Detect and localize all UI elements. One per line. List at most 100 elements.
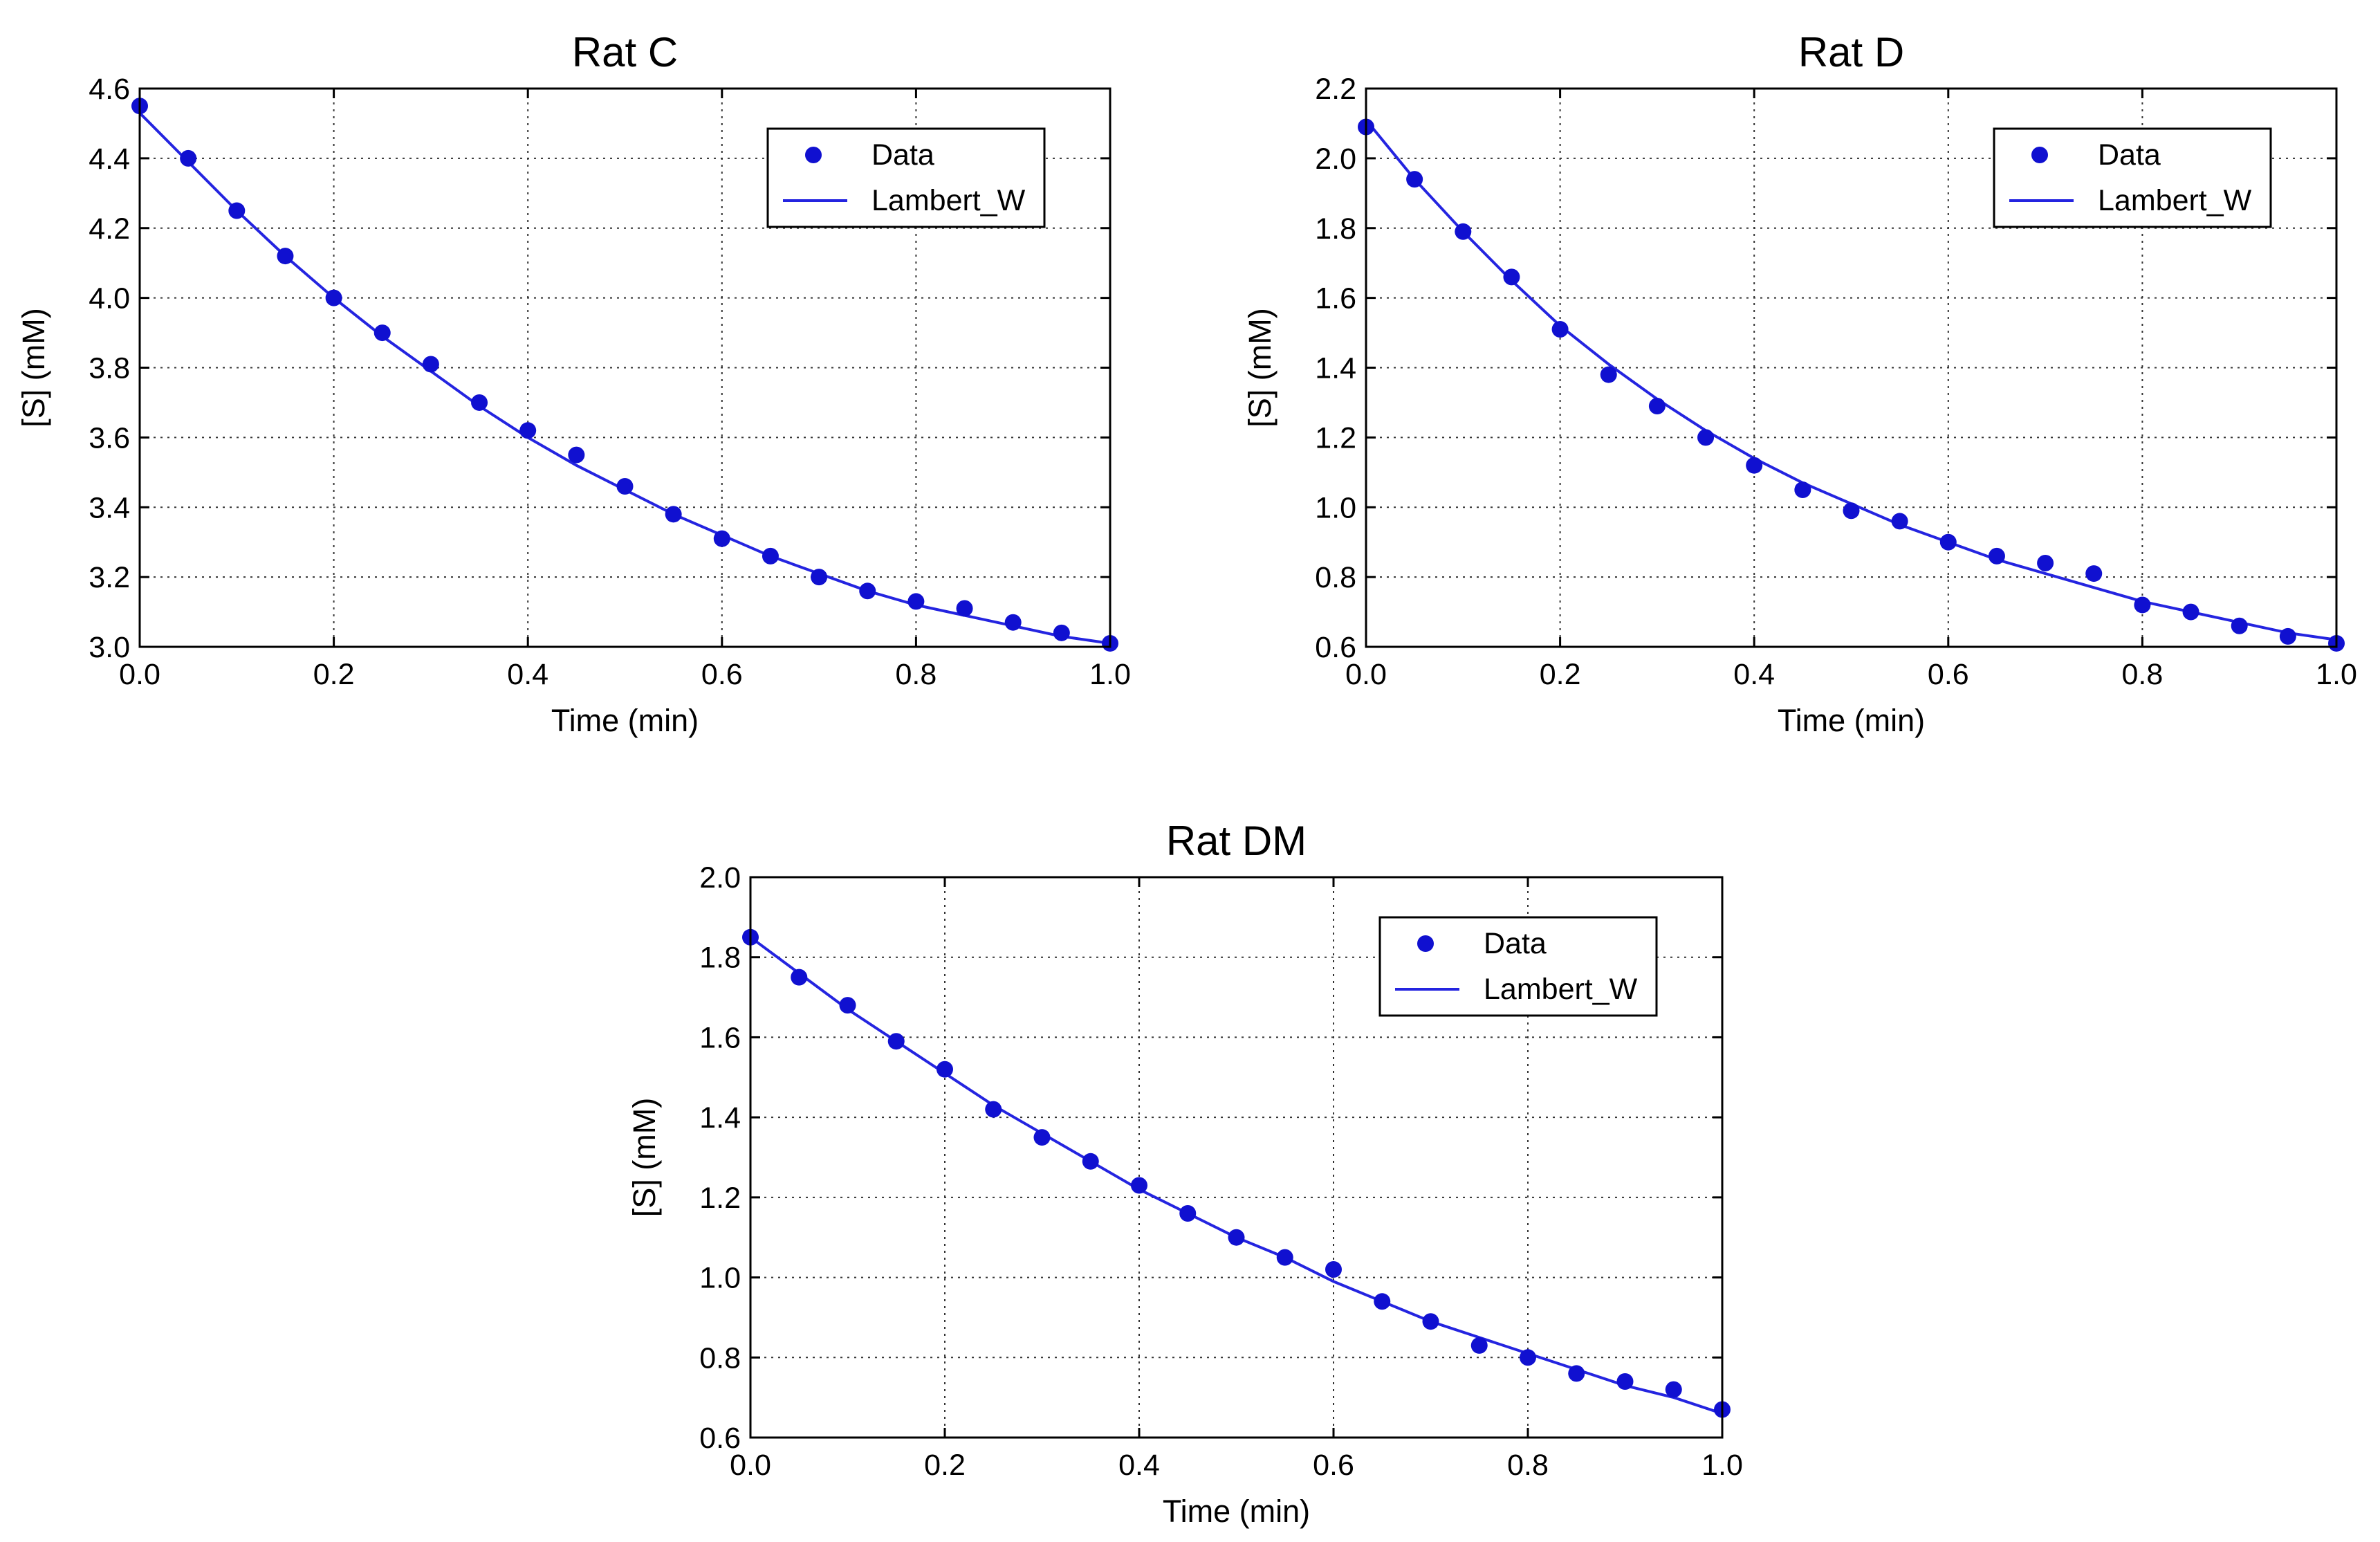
x-tick-label: 0.0 <box>1345 658 1387 691</box>
data-point <box>2182 603 2199 621</box>
data-point <box>568 446 585 463</box>
x-tick-label: 0.6 <box>1928 658 1969 691</box>
data-point <box>616 477 634 495</box>
x-tick-label: 0.6 <box>701 658 743 691</box>
y-tick-label: 3.8 <box>89 352 130 385</box>
data-point <box>811 569 828 586</box>
legend-label-lambert-w: Lambert_W <box>2098 184 2252 217</box>
data-point <box>2085 565 2103 582</box>
legend-box <box>1378 916 1658 1017</box>
chart-rat-dm: 0.0 0.2 0.4 0.6 0.8 1.0 0.6 0.8 1.0 1.2 1.4 1.6 1.8 2… <box>627 818 1743 1529</box>
data-point <box>859 582 876 600</box>
y-tick-label: 4.4 <box>89 143 130 176</box>
legend-label-lambert-w: Lambert_W <box>1484 973 1638 1006</box>
y-tick-label: 3.4 <box>89 491 130 524</box>
x-tick-label: 0.2 <box>1540 658 1581 691</box>
data-point <box>325 289 342 306</box>
x-tick-label: 1.0 <box>1701 1449 1743 1482</box>
y-axis-label: [S] (mM) <box>16 308 51 427</box>
data-point <box>1843 502 1860 520</box>
chart-title: Rat C <box>572 29 678 75</box>
legend-label-data: Data <box>1484 927 1547 960</box>
y-tick-label: 1.8 <box>1315 212 1356 246</box>
data-point <box>2279 627 2296 645</box>
y-tick-label: 2.2 <box>1315 73 1356 106</box>
y-tick-label: 1.4 <box>1315 352 1356 385</box>
legend-marker-data <box>1417 935 1434 952</box>
data-point <box>277 248 294 265</box>
y-tick-label: 3.0 <box>89 631 130 664</box>
data-point <box>180 149 197 167</box>
chart-rat-c: 0.0 0.2 0.4 0.6 0.8 1.0 3.0 3.2 3.4 3.6 3.8 4.0 4.2 4… <box>16 29 1131 738</box>
x-tick-label: 1.0 <box>2316 658 2357 691</box>
data-point <box>1082 1153 1099 1170</box>
x-axis-label: Time (min) <box>1778 703 1925 738</box>
legend-marker-data <box>2031 147 2048 163</box>
data-point <box>791 969 808 986</box>
y-tick-label: 1.2 <box>699 1182 741 1215</box>
data-point <box>2134 596 2151 614</box>
data-point <box>1697 429 1715 446</box>
x-tick-label: 0.8 <box>1507 1449 1549 1482</box>
data-point <box>1276 1249 1293 1266</box>
x-tick-label: 0.0 <box>119 658 160 691</box>
data-point <box>907 593 925 610</box>
legend-label-data: Data <box>2098 138 2161 172</box>
data-point <box>2037 554 2054 571</box>
data-point <box>1988 547 2005 565</box>
y-tick-label: 0.6 <box>1315 631 1356 664</box>
data-point <box>1616 1373 1634 1390</box>
data-point <box>1794 481 1811 499</box>
y-tick-label: 4.6 <box>89 73 130 106</box>
y-tick-label: 1.0 <box>1315 491 1356 524</box>
y-tick-label: 4.0 <box>89 282 130 315</box>
x-tick-label: 0.8 <box>896 658 937 691</box>
y-tick-label: 2.0 <box>1315 143 1356 176</box>
data-point <box>2231 617 2248 634</box>
data-point <box>1422 1313 1439 1330</box>
data-point <box>1568 1365 1585 1382</box>
data-point <box>1470 1337 1488 1354</box>
data-point <box>937 1061 953 1078</box>
data-point <box>1520 1349 1536 1366</box>
x-tick-label: 0.2 <box>924 1449 966 1482</box>
data-point <box>1891 513 1908 530</box>
y-tick-label: 3.6 <box>89 421 130 455</box>
x-tick-label: 0.8 <box>2122 658 2164 691</box>
data-point <box>422 356 439 373</box>
y-tick-label: 0.8 <box>1315 561 1356 594</box>
chart-title: Rat DM <box>1166 818 1307 864</box>
data-point <box>887 1033 905 1050</box>
y-tick-label: 3.2 <box>89 561 130 594</box>
plot-frame <box>749 876 1724 1439</box>
legend-box <box>766 127 1046 228</box>
data-point <box>1179 1205 1197 1222</box>
y-axis-label: [S] (mM) <box>627 1098 662 1217</box>
legend: Data Lambert_W <box>766 127 1046 228</box>
x-axis-label: Time (min) <box>1163 1494 1310 1529</box>
y-axis-label: [S] (mM) <box>1242 308 1277 427</box>
x-tick-label: 0.4 <box>507 658 548 691</box>
y-tick-label: 1.2 <box>1315 421 1356 455</box>
x-tick-label: 0.2 <box>313 658 355 691</box>
data-point <box>519 422 537 439</box>
data-point <box>665 506 682 523</box>
data-point <box>1600 366 1617 383</box>
x-axis-label: Time (min) <box>551 703 699 738</box>
data-point <box>1939 533 1957 551</box>
data-point <box>1131 1177 1147 1194</box>
chart-title: Rat D <box>1798 29 1904 75</box>
data-point <box>1228 1229 1245 1246</box>
y-tick-label: 1.0 <box>699 1262 741 1295</box>
y-tick-label: 2.0 <box>699 861 741 894</box>
data-point <box>373 324 391 342</box>
data-point <box>1325 1261 1342 1278</box>
x-tick-label: 0.4 <box>1733 658 1775 691</box>
data-point <box>713 530 730 547</box>
x-tick-label: 0.4 <box>1118 1449 1160 1482</box>
data-point <box>1746 457 1763 474</box>
legend-marker-data <box>805 147 822 163</box>
data-point <box>1053 624 1070 641</box>
data-point <box>985 1101 1002 1118</box>
y-tick-label: 0.6 <box>699 1422 741 1455</box>
